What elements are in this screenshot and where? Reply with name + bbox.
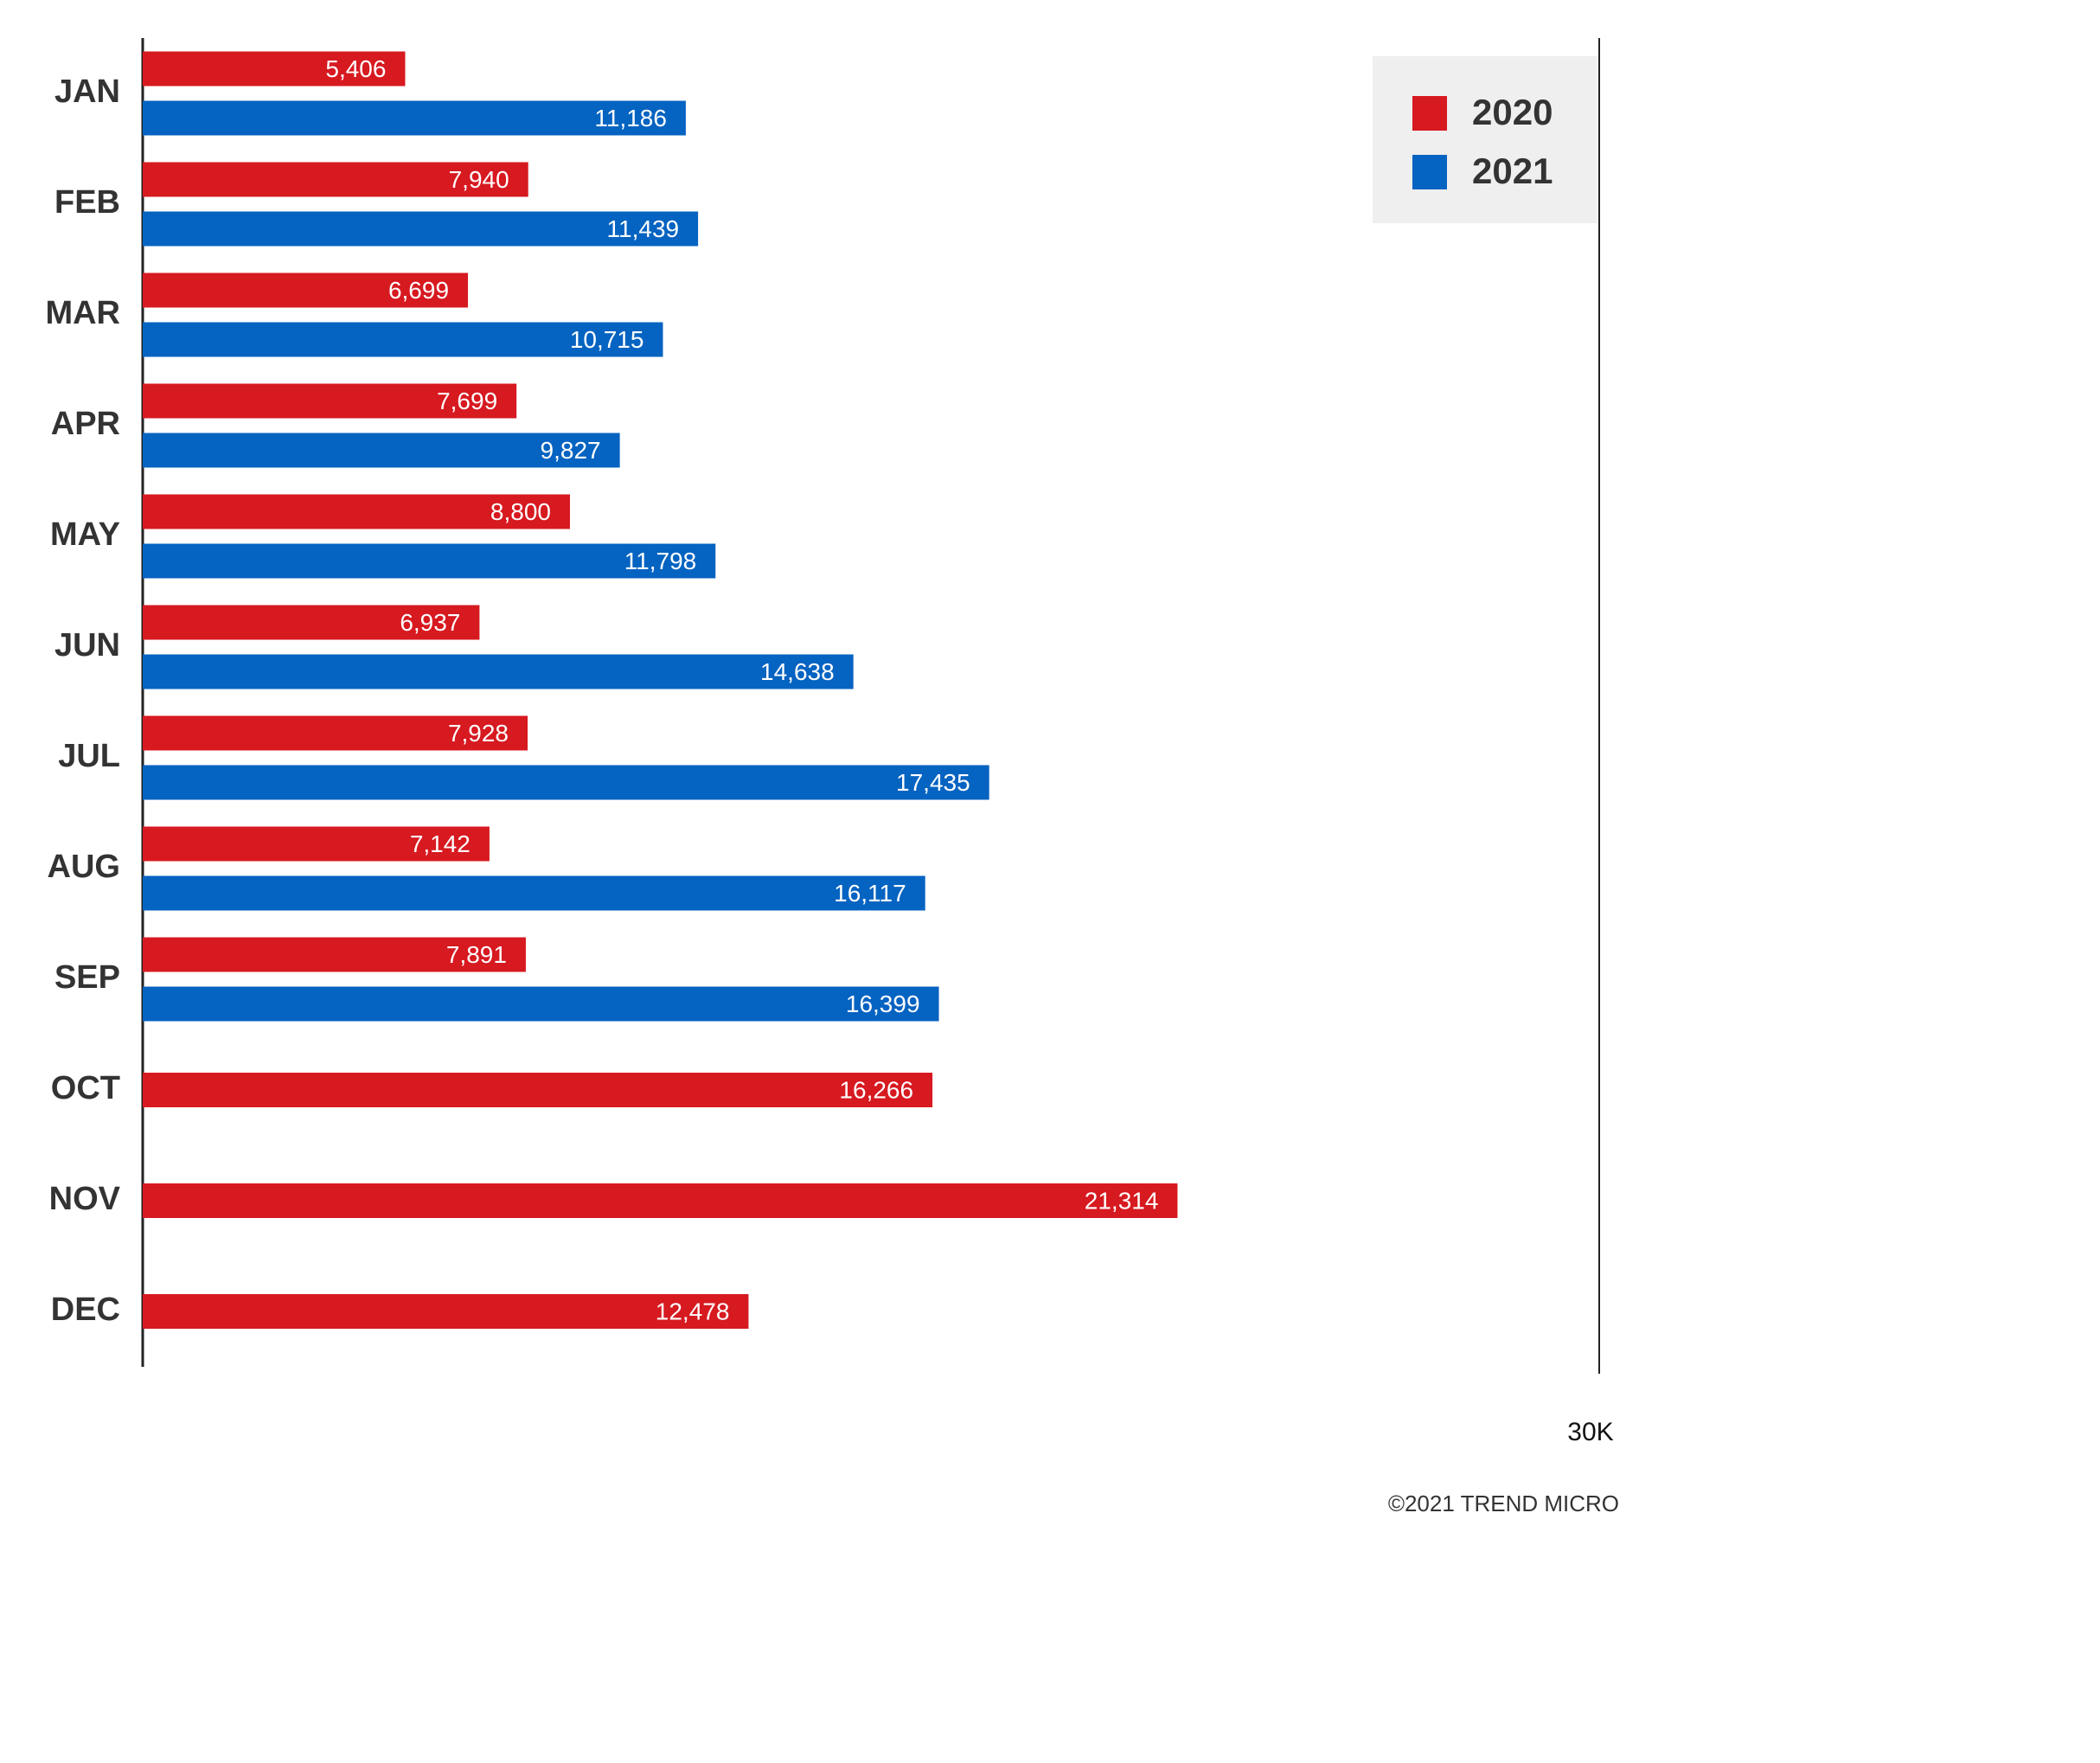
value-label: 11,798 <box>624 548 697 574</box>
value-label: 14,638 <box>760 658 835 685</box>
bar <box>143 1183 1178 1218</box>
y-tick-label: NOV <box>49 1181 121 1217</box>
value-label: 12,478 <box>656 1298 730 1324</box>
legend-label: 2020 <box>1472 92 1553 132</box>
bar <box>143 1073 933 1107</box>
value-label: 7,928 <box>448 720 509 747</box>
y-tick-label: DEC <box>51 1292 120 1328</box>
value-label: 11,186 <box>594 105 667 131</box>
value-label: 5,406 <box>325 55 386 82</box>
value-label: 9,827 <box>541 437 601 464</box>
value-label: 11,439 <box>607 215 680 242</box>
value-label: 7,142 <box>410 830 471 857</box>
value-label: 7,891 <box>446 941 507 968</box>
bar <box>143 322 663 357</box>
x-tick-label: 30K <box>1567 1418 1613 1446</box>
bar <box>143 937 526 972</box>
bar <box>143 1294 749 1329</box>
bar <box>143 100 686 136</box>
y-tick-label: AUG <box>48 849 120 885</box>
y-tick-label: SEP <box>54 959 120 996</box>
y-tick-label: APR <box>51 406 120 442</box>
bar <box>143 605 480 640</box>
bar <box>143 654 854 689</box>
bar <box>143 715 528 751</box>
legend-swatch <box>1412 155 1447 189</box>
value-label: 7,699 <box>437 388 497 414</box>
y-tick-label: JUN <box>54 627 120 664</box>
bar <box>143 211 699 247</box>
bar <box>143 433 620 468</box>
source: ©2021 TREND MICRO <box>1388 1491 1619 1516</box>
y-tick-label: JAN <box>54 74 120 110</box>
bar <box>143 875 925 911</box>
value-label: 16,117 <box>834 880 906 907</box>
y-tick-label: JUL <box>58 738 120 774</box>
value-label: 6,937 <box>400 609 460 636</box>
bar <box>143 272 469 308</box>
value-label: 16,399 <box>846 990 920 1017</box>
bar <box>143 826 490 862</box>
value-label: 16,266 <box>839 1076 913 1103</box>
bar <box>143 162 528 197</box>
bar <box>143 986 939 1022</box>
legend-box <box>1373 56 1597 223</box>
bar <box>143 543 716 579</box>
bar <box>143 383 517 419</box>
value-label: 6,699 <box>388 277 449 304</box>
y-tick-label: FEB <box>54 184 120 221</box>
value-label: 21,314 <box>1085 1187 1159 1214</box>
y-tick-label: MAR <box>45 295 120 331</box>
value-label: 7,940 <box>449 166 509 193</box>
bar <box>143 494 570 529</box>
value-label: 10,715 <box>570 326 644 353</box>
bar <box>143 51 406 87</box>
legend-swatch <box>1412 96 1447 131</box>
y-tick-label: OCT <box>51 1070 120 1106</box>
bar <box>143 765 989 800</box>
y-tick-label: MAY <box>50 516 120 553</box>
value-label: 17,435 <box>896 769 970 796</box>
value-label: 8,800 <box>490 498 551 525</box>
legend-label: 2021 <box>1472 151 1553 191</box>
